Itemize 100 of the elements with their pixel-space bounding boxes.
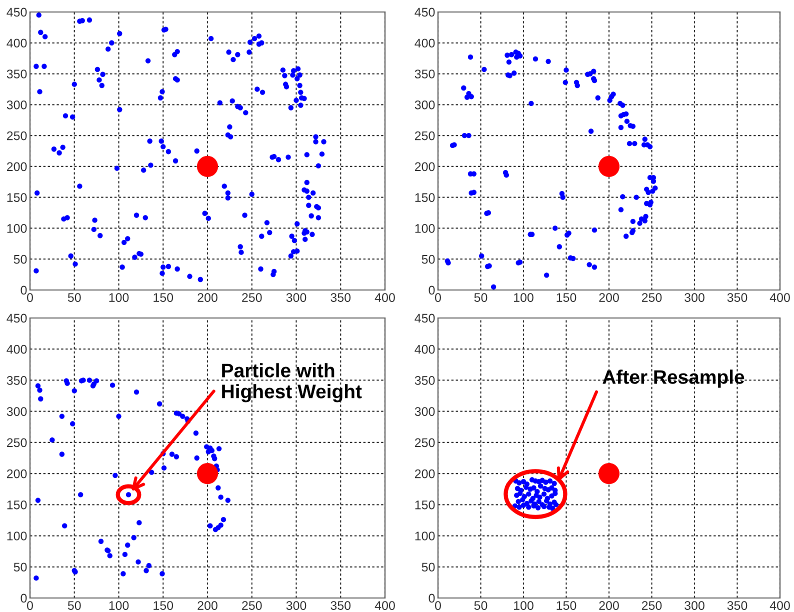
point (598, 463, 620, 484)
y-tick-label: 150 (7, 500, 27, 510)
y-tick-label: 200 (7, 162, 27, 172)
x-tick-label: 400 (770, 293, 790, 302)
x-tick-label: 150 (556, 293, 576, 302)
y-tick-label: 250 (7, 131, 27, 140)
x-tick-label: 250 (642, 601, 662, 610)
y-tick-label: 100 (7, 224, 27, 233)
point (517, 490, 523, 496)
x-tick-label: 200 (599, 601, 619, 610)
y-tick-label: 100 (415, 224, 435, 233)
y-tick-label: 400 (414, 38, 435, 48)
annotation: After Resample (602, 370, 744, 388)
x-tick-label: 100 (109, 601, 129, 610)
x-tick-label: 50 (474, 601, 488, 610)
y-tick-label: 50 (14, 254, 27, 264)
y-tick-label: 200 (7, 469, 27, 478)
x-tick-label: 0 (435, 601, 441, 610)
x-tick-label: 100 (514, 293, 534, 302)
x-tick-label: 350 (727, 601, 748, 610)
point (516, 498, 521, 504)
y-tick-label: 250 (415, 131, 435, 140)
x-tick-label: 0 (27, 601, 33, 610)
y-tick-label: 300 (6, 100, 27, 110)
y-tick-label: 50 (14, 562, 27, 572)
y-tick-label: 300 (414, 407, 435, 416)
y-tick-label: 350 (6, 70, 27, 78)
point (520, 497, 526, 502)
x-tick-label: 200 (198, 601, 218, 610)
point (543, 480, 548, 485)
x-tick-label: 0 (435, 293, 441, 302)
y-tick-label: 350 (414, 376, 435, 385)
y-tick-label: 450 (414, 314, 435, 323)
y-tick-label: 200 (415, 469, 435, 478)
y-tick-label: 450 (414, 8, 435, 17)
x-tick-label: 300 (286, 293, 306, 302)
point (531, 485, 536, 490)
point (528, 498, 534, 504)
x-tick-label: 150 (556, 601, 576, 610)
y-tick-label: 450 (6, 314, 27, 323)
x-tick-label: 200 (198, 293, 218, 302)
x-tick-label: 400 (374, 293, 395, 302)
point (552, 480, 557, 486)
point (526, 491, 532, 497)
x-tick-label: 350 (727, 293, 748, 302)
y-tick-label: 150 (7, 193, 27, 202)
x-tick-label: 50 (68, 601, 81, 610)
y-tick-label: 350 (6, 376, 27, 385)
point (516, 480, 522, 486)
y-tick-label: 350 (414, 70, 435, 78)
x-tick-label: 300 (684, 601, 704, 610)
y-tick-label: 250 (415, 438, 435, 448)
y-tick-label: 450 (6, 8, 27, 17)
x-tick-label: 350 (330, 601, 351, 610)
point (520, 502, 526, 508)
x-tick-label: 350 (330, 293, 351, 302)
y-tick-label: 300 (6, 407, 27, 416)
point (536, 498, 542, 504)
point (547, 478, 553, 484)
point (523, 484, 529, 490)
point (526, 504, 532, 510)
y-tick-label: 300 (414, 100, 435, 110)
x-tick-label: 400 (374, 601, 395, 610)
point (544, 498, 550, 504)
x-tick-label: 0 (27, 293, 33, 302)
y-tick-label: 400 (6, 344, 27, 354)
y-tick-label: 100 (415, 532, 435, 540)
x-tick-label: 100 (514, 601, 534, 610)
y-tick-label: 100 (7, 532, 27, 540)
x-tick-label: 150 (154, 293, 174, 302)
x-tick-label: 300 (286, 601, 306, 610)
point (537, 494, 542, 500)
y-tick-label: 400 (6, 38, 27, 48)
annotation: Particle with Highest Weight (222, 363, 362, 402)
y-tick-label: 0 (20, 594, 27, 603)
point (535, 505, 541, 510)
point (538, 483, 544, 489)
x-tick-label: 50 (68, 293, 81, 302)
y-tick-label: 400 (414, 344, 435, 354)
x-tick-label: 300 (684, 293, 704, 302)
x-tick-label: 50 (474, 293, 488, 302)
y-tick-label: 50 (422, 254, 435, 264)
x-tick-label: 400 (770, 601, 790, 610)
point (516, 504, 522, 510)
y-tick-label: 200 (415, 162, 435, 172)
y-tick-label: 0 (428, 286, 435, 295)
y-tick-label: 150 (415, 193, 435, 202)
y-tick-label: 0 (428, 594, 435, 603)
x-tick-label: 250 (242, 601, 262, 610)
y-tick-label: 250 (7, 438, 27, 448)
y-tick-label: 150 (415, 500, 435, 510)
x-tick-label: 100 (109, 293, 129, 302)
point (541, 491, 547, 497)
x-tick-label: 250 (642, 293, 662, 302)
x-tick-label: 250 (242, 293, 262, 302)
y-tick-label: 50 (422, 562, 435, 572)
x-tick-label: 150 (154, 601, 174, 610)
x-tick-label: 200 (599, 293, 619, 302)
point (553, 502, 559, 508)
y-tick-label: 0 (20, 286, 27, 295)
